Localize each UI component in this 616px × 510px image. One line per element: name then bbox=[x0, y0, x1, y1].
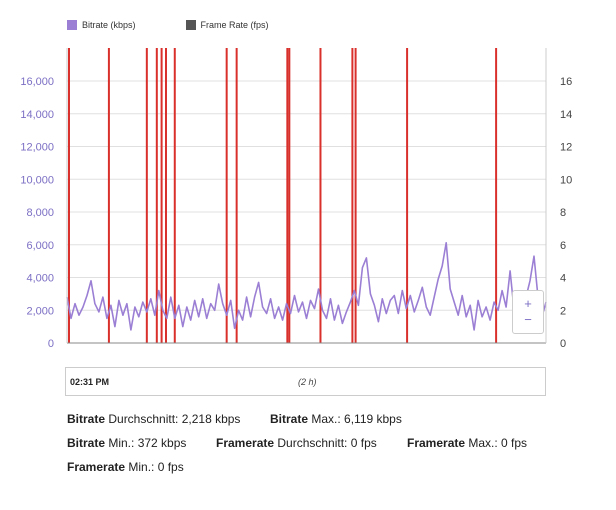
y-left-tick-label: 14,000 bbox=[20, 109, 54, 121]
y-right-tick-label: 8 bbox=[560, 207, 566, 219]
y-right-tick-label: 0 bbox=[560, 338, 566, 350]
y-right-tick-label: 14 bbox=[560, 109, 572, 121]
bitrate-series bbox=[66, 242, 547, 331]
legend-item-framerate[interactable]: Frame Rate (fps) bbox=[185, 20, 269, 30]
zoom-control: + − bbox=[512, 290, 544, 334]
stat-bitrate-average: Bitrate Durchschnitt: 2,218 kbps bbox=[67, 412, 241, 426]
legend-label-framerate: Frame Rate (fps) bbox=[200, 20, 269, 30]
stat-bitrate-min: Bitrate Min.: 372 kbps bbox=[67, 436, 187, 450]
stat-framerate-average: Framerate Durchschnitt: 0 fps bbox=[216, 436, 377, 450]
y-left-tick-label: 12,000 bbox=[20, 142, 54, 154]
legend-label-bitrate: Bitrate (kbps) bbox=[82, 20, 136, 30]
y-right-tick-label: 16 bbox=[560, 76, 572, 88]
y-right-tick-label: 10 bbox=[560, 174, 572, 186]
y-left-tick-label: 6,000 bbox=[26, 240, 54, 252]
grid-lines bbox=[67, 80, 546, 311]
stat-framerate-max: Framerate Max.: 0 fps bbox=[407, 436, 528, 450]
legend-swatch-bitrate bbox=[67, 20, 77, 30]
chart-legend: Bitrate (kbps) Frame Rate (fps) bbox=[67, 20, 319, 30]
event-markers bbox=[67, 48, 498, 343]
stat-framerate-min: Framerate Min.: 0 fps bbox=[67, 460, 184, 474]
zoom-out-button[interactable]: − bbox=[524, 312, 532, 327]
timeline-start-time: 02:31 PM bbox=[70, 377, 110, 387]
y-left-tick-label: 2,000 bbox=[26, 305, 54, 317]
y-axis-left: 0 2,000 4,000 6,000 8,000 10,000 12,000 14,000 1… bbox=[20, 76, 54, 350]
y-left-tick-label: 10,000 bbox=[20, 174, 54, 186]
y-right-tick-label: 4 bbox=[560, 273, 566, 285]
y-left-tick-label: 8,000 bbox=[26, 207, 54, 219]
bitrate-line bbox=[66, 242, 547, 331]
y-right-tick-label: 12 bbox=[560, 142, 572, 154]
timeline-duration: (2 h) bbox=[298, 377, 317, 387]
stat-bitrate-max: Bitrate Max.: 6,119 kbps bbox=[270, 412, 402, 426]
zoom-in-button[interactable]: + bbox=[524, 296, 532, 311]
legend-swatch-framerate bbox=[185, 20, 196, 30]
y-right-tick-label: 6 bbox=[560, 240, 566, 252]
y-left-tick-label: 4,000 bbox=[26, 273, 54, 285]
y-left-tick-label: 0 bbox=[48, 338, 54, 350]
y-left-tick-label: 16,000 bbox=[20, 76, 54, 88]
y-axis-right: 0 2 4 6 8 10 12 14 16 bbox=[560, 76, 572, 350]
timeline-navigator[interactable]: 02:31 PM (2 h) bbox=[65, 367, 546, 396]
y-right-tick-label: 2 bbox=[560, 305, 566, 317]
chart-plot: 0 2,000 4,000 6,000 8,000 10,000 12,000 14,000 1… bbox=[20, 48, 572, 350]
legend-item-bitrate[interactable]: Bitrate (kbps) bbox=[67, 20, 136, 30]
